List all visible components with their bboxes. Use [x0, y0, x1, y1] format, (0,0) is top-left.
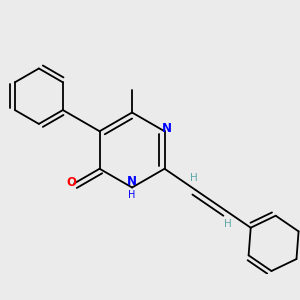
Text: O: O — [67, 176, 76, 189]
Text: N: N — [127, 175, 137, 188]
Text: H: H — [128, 190, 136, 200]
Text: N: N — [162, 122, 172, 135]
Text: H: H — [224, 218, 232, 229]
Text: H: H — [190, 172, 198, 183]
